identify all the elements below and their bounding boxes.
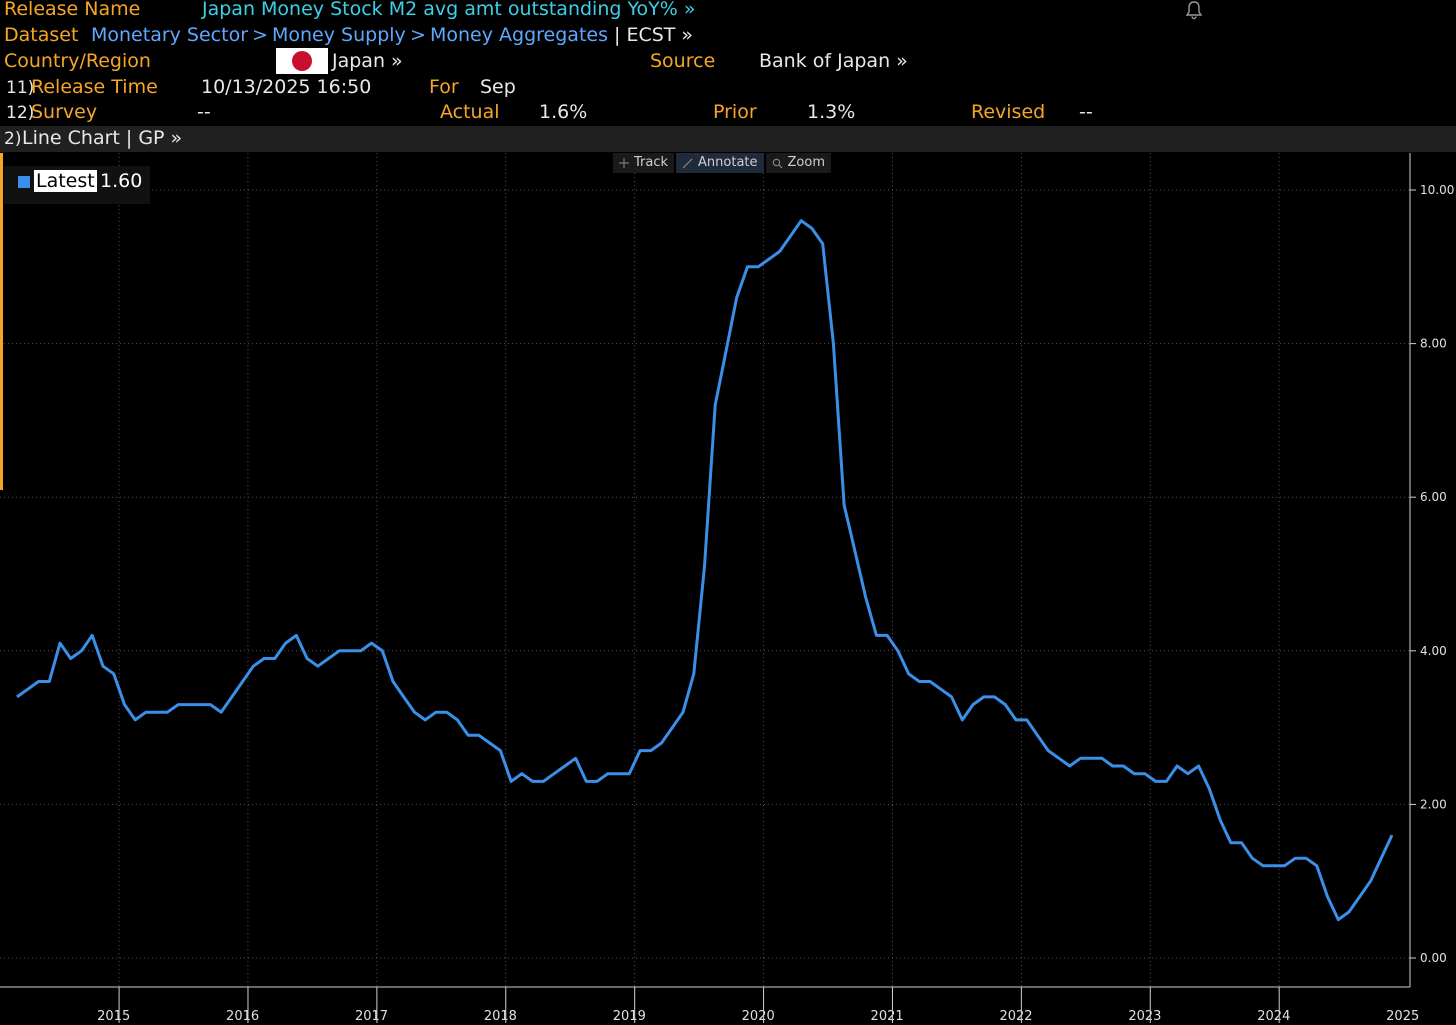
prior-value: 1.3% <box>807 101 856 123</box>
x-tick-label: 2015 <box>97 1009 130 1024</box>
left-accent-bar <box>0 153 3 490</box>
y-axis: 0.00 2.00 4.00 6.00 8.00 10.00 <box>1409 153 1454 987</box>
zoom-button[interactable]: Zoom <box>765 153 831 173</box>
dataset-code[interactable]: | ECST » <box>614 24 694 46</box>
y-tick-label: 2.00 <box>1420 797 1447 811</box>
annotate-label: Annotate <box>698 155 758 170</box>
bell-icon[interactable] <box>1184 0 1204 20</box>
release-name-label: Release Name <box>4 0 141 20</box>
chart-menu-bar: 2) Line Chart | GP » <box>0 126 1456 152</box>
x-tick-label: 2023 <box>1128 1009 1161 1024</box>
chart-legend[interactable]: Latest 1.60 <box>4 166 150 204</box>
y-tick-label: 10.00 <box>1420 183 1454 197</box>
survey-value: -- <box>197 101 211 123</box>
source-value[interactable]: Bank of Japan » <box>759 50 908 72</box>
zoom-label: Zoom <box>787 155 825 170</box>
japan-flag-icon <box>276 48 328 74</box>
x-tick-label: 2019 <box>613 1009 646 1024</box>
country-label: Country/Region <box>4 50 151 72</box>
x-tick-label: 2024 <box>1257 1009 1290 1024</box>
dataset-path-money-aggregates[interactable]: Money Aggregates <box>430 24 608 46</box>
dataset-label: Dataset <box>4 24 79 46</box>
chart-menu-number[interactable]: 2) <box>4 129 22 149</box>
x-tick-label: 2021 <box>871 1009 904 1024</box>
release-time-number[interactable]: 11) <box>6 78 35 98</box>
y-tick-label: 8.00 <box>1420 337 1447 351</box>
pencil-icon <box>682 158 693 168</box>
track-label: Track <box>634 155 669 170</box>
survey-label[interactable]: Survey <box>31 101 98 123</box>
chart-type-menu[interactable]: Line Chart | GP » <box>22 127 183 149</box>
y-tick-label: 4.00 <box>1420 644 1447 658</box>
y-tick-label: 0.00 <box>1420 951 1447 965</box>
release-time-label[interactable]: Release Time <box>31 76 158 98</box>
line-chart[interactable]: 2015 2016 2017 2018 2019 2020 2021 2022 2023 2024… <box>0 153 1456 1025</box>
legend-value: 1.60 <box>100 170 143 192</box>
x-tick-label: 2017 <box>355 1009 388 1024</box>
breadcrumb-separator: > <box>410 24 426 46</box>
for-label: For <box>429 76 459 98</box>
magnifier-icon <box>772 158 782 168</box>
country-value[interactable]: Japan » <box>332 50 403 72</box>
crosshair-icon <box>619 158 629 168</box>
x-tick-label: 2022 <box>999 1009 1032 1024</box>
legend-label: Latest <box>34 170 97 192</box>
series-line-latest[interactable] <box>16 219 1394 922</box>
revised-value: -- <box>1079 101 1093 123</box>
x-tick-label: 2018 <box>484 1009 517 1024</box>
y-tick-label: 6.00 <box>1420 490 1447 504</box>
source-label: Source <box>650 50 716 72</box>
release-name-link[interactable]: Japan Money Stock M2 avg amt outstanding… <box>202 0 696 20</box>
release-time-value: 10/13/2025 16:50 <box>201 76 372 98</box>
breadcrumb-separator: > <box>252 24 268 46</box>
x-axis: 2015 2016 2017 2018 2019 2020 2021 2022 2023 2024… <box>0 986 1419 1024</box>
prior-label: Prior <box>713 101 757 123</box>
survey-number[interactable]: 12) <box>6 103 35 123</box>
chart-grid <box>0 153 1410 987</box>
x-tick-label: 2020 <box>742 1009 775 1024</box>
x-tick-label: 2025 <box>1386 1009 1419 1024</box>
actual-label: Actual <box>440 101 500 123</box>
dataset-path-monetary-sector[interactable]: Monetary Sector <box>91 24 249 46</box>
chart-toolbar: Track Annotate Zoom <box>613 153 831 173</box>
dataset-path-money-supply[interactable]: Money Supply <box>272 24 406 46</box>
track-button[interactable]: Track <box>613 153 675 173</box>
annotate-button[interactable]: Annotate <box>676 153 764 173</box>
actual-value: 1.6% <box>539 101 588 123</box>
legend-swatch <box>18 176 30 188</box>
x-tick-label: 2016 <box>226 1009 259 1024</box>
for-value: Sep <box>480 76 516 98</box>
revised-label: Revised <box>971 101 1046 123</box>
release-header: Release Name Japan Money Stock M2 avg am… <box>0 0 1456 126</box>
